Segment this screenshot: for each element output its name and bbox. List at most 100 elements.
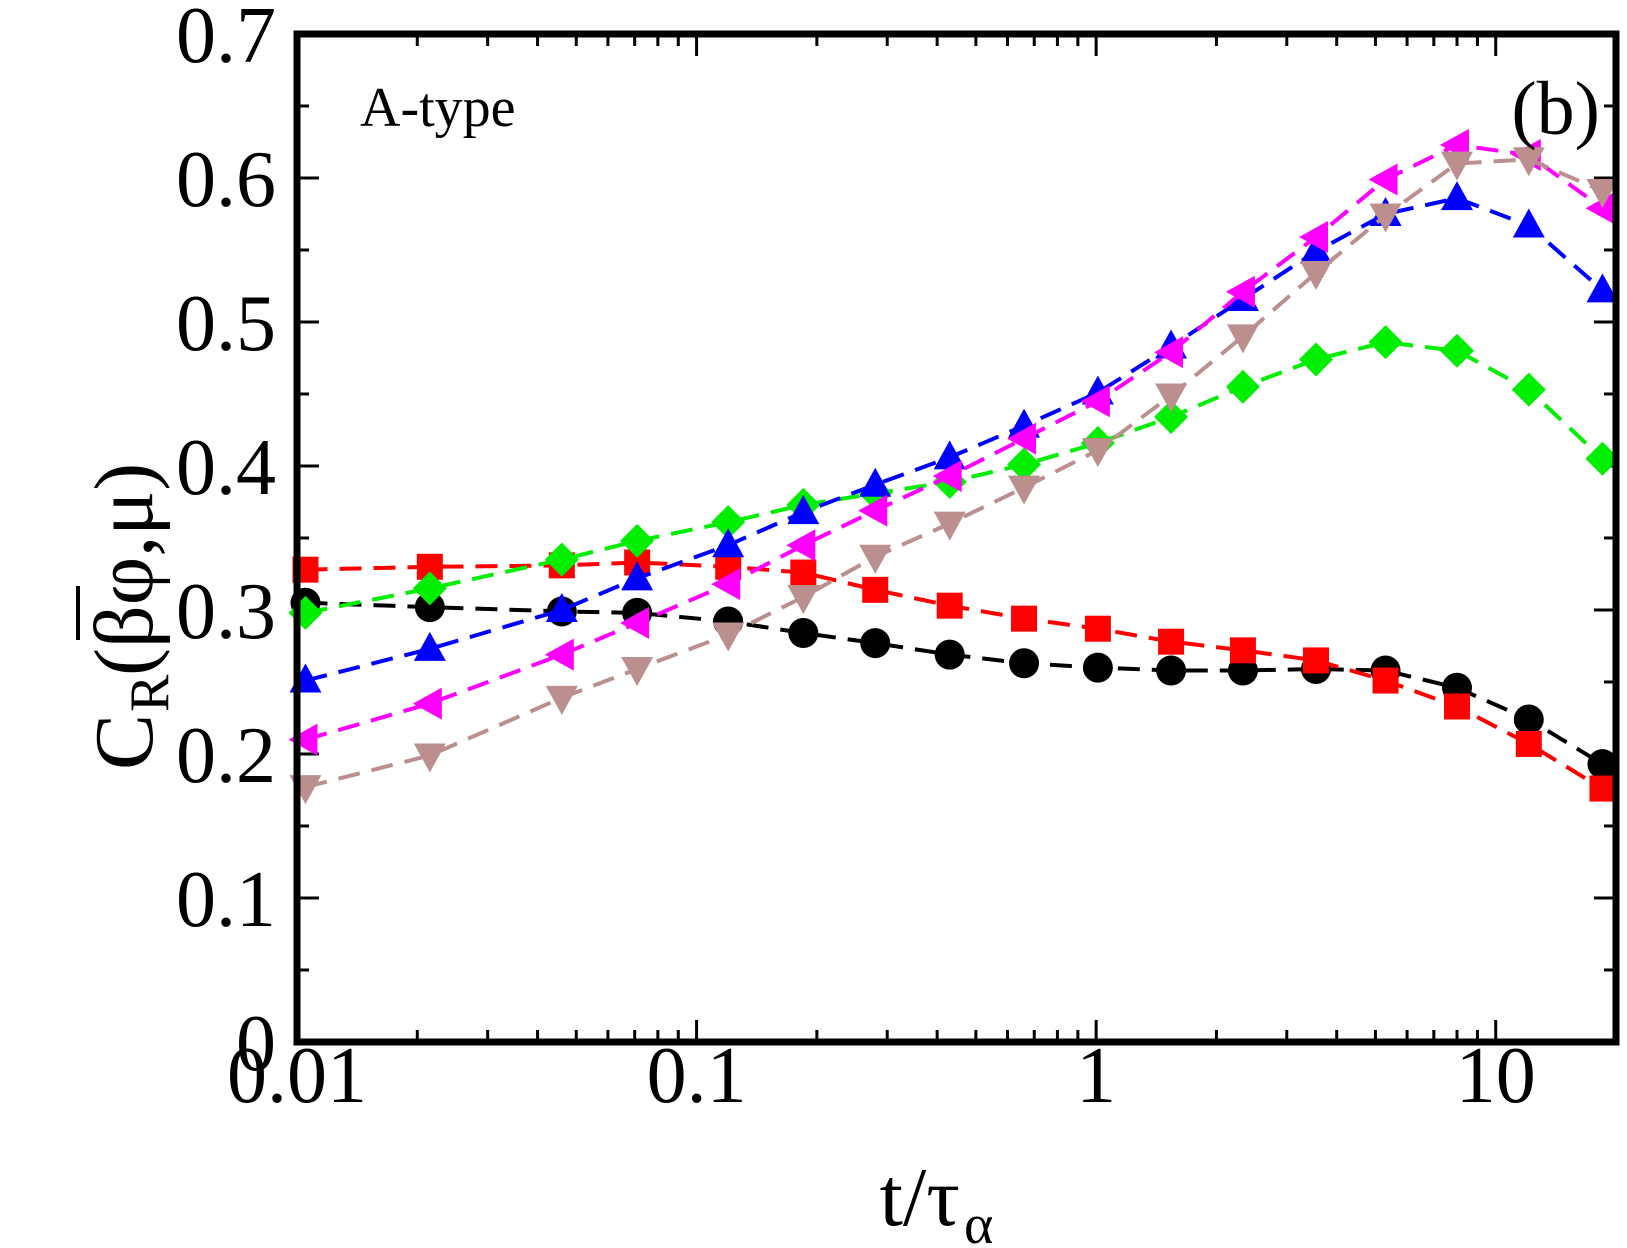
- series-square: [292, 549, 1616, 802]
- data-point-square: [862, 576, 889, 603]
- data-point-triangle-left: [1299, 221, 1329, 254]
- data-point-triangle-left: [1154, 336, 1184, 369]
- y-tick-label: 0.2: [176, 712, 276, 800]
- data-point-diamond: [1299, 342, 1334, 377]
- y-tick-label: 0.7: [176, 0, 276, 80]
- plot-frame: [293, 30, 1620, 1046]
- data-point-triangle-down: [545, 685, 578, 715]
- data-point-square: [1303, 647, 1330, 674]
- data-point-triangle-up: [1440, 181, 1473, 211]
- data-point-triangle-down: [1440, 151, 1473, 181]
- data-point-square: [1084, 615, 1111, 642]
- x-tick-label: 0.01: [227, 1032, 367, 1120]
- data-point-triangle-up: [859, 467, 892, 497]
- data-point-triangle-down: [621, 657, 654, 687]
- data-point-triangle-down: [1300, 261, 1333, 291]
- x-axis-label-sub: α: [964, 1194, 993, 1248]
- data-point-diamond: [1154, 400, 1189, 435]
- data-point-triangle-left: [711, 568, 741, 601]
- data-point-circle: [860, 628, 891, 659]
- data-point-triangle-up: [933, 440, 966, 470]
- data-point-circle: [934, 639, 965, 670]
- data-point-triangle-left: [932, 460, 962, 493]
- data-point-triangle-left: [544, 638, 574, 671]
- x-tick-label: 0.1: [647, 1032, 747, 1120]
- data-point-square: [1229, 637, 1256, 664]
- y-axis-label: C R (βφ,μ): [76, 463, 181, 770]
- data-point-triangle-down: [1586, 178, 1619, 208]
- data-point-triangle-down: [413, 743, 446, 773]
- data-point-diamond: [544, 542, 579, 577]
- data-point-triangle-down: [1155, 383, 1188, 413]
- data-point-triangle-up: [787, 495, 820, 525]
- data-point-triangle-up: [413, 631, 446, 661]
- data-point-triangle-down: [712, 622, 745, 652]
- data-point-diamond: [1225, 369, 1260, 404]
- y-tick-label: 0.1: [176, 856, 276, 944]
- data-point-triangle-left: [412, 687, 442, 720]
- data-point-triangle-left: [620, 606, 650, 639]
- data-point-triangle-down: [787, 585, 820, 615]
- annotation-label: A-type: [360, 77, 516, 139]
- y-axis-label-sub: R: [119, 674, 181, 712]
- data-point-diamond: [412, 571, 447, 606]
- y-axis-label-args: (βφ,μ): [78, 463, 171, 676]
- data-point-triangle-up: [712, 528, 745, 558]
- data-point-diamond: [1511, 372, 1546, 407]
- series-triangle-left: [288, 128, 1615, 756]
- data-point-triangle-left: [858, 494, 888, 527]
- panel-label: (b): [1511, 67, 1600, 151]
- data-point-square: [1589, 775, 1616, 802]
- y-tick-label: 0.4: [176, 424, 276, 512]
- data-point-diamond: [1007, 447, 1042, 482]
- y-tick-label: 0: [236, 1000, 276, 1088]
- data-point-triangle-down: [1008, 475, 1041, 505]
- data-point-circle: [414, 592, 445, 623]
- data-point-diamond: [711, 505, 746, 540]
- axis-ticks: [295, 32, 1618, 1044]
- data-point-square: [1158, 628, 1185, 655]
- data-point-triangle-down: [859, 544, 892, 574]
- data-point-triangle-left: [1585, 192, 1615, 225]
- data-point-square: [1515, 730, 1542, 757]
- data-point-triangle-up: [545, 593, 578, 622]
- y-axis-label-main: C: [78, 714, 171, 770]
- y-tick-label: 0.6: [176, 136, 276, 224]
- data-point-triangle-up: [1300, 234, 1333, 264]
- data-point-diamond: [1368, 325, 1403, 360]
- data-point-triangle-left: [1368, 163, 1398, 196]
- data-point-triangle-up: [1586, 273, 1619, 303]
- series-layer: [288, 128, 1620, 805]
- data-point-triangle-down: [1081, 438, 1114, 468]
- data-point-square: [1372, 667, 1399, 694]
- data-point-triangle-down: [1226, 324, 1259, 354]
- data-point-triangle-left: [1225, 275, 1255, 308]
- y-tick-label: 0.3: [176, 568, 276, 656]
- x-axis-label: t/τ α: [880, 1151, 994, 1248]
- data-point-square: [790, 559, 817, 586]
- y-tick-label: 0.5: [176, 280, 276, 368]
- data-point-triangle-up: [1512, 208, 1545, 238]
- x-axis-label-main: t/τ: [880, 1151, 960, 1244]
- x-tick-label: 1: [1076, 1032, 1116, 1120]
- data-point-triangle-down: [1512, 147, 1545, 177]
- data-point-circle: [788, 618, 819, 649]
- series-line: [305, 600, 1604, 766]
- tick-labels: 0.01 0.1 1 10 0 0.1 0.2 0.3 0.4 0.5 0.6 0.7: [176, 0, 1536, 1120]
- data-point-triangle-down: [933, 511, 966, 541]
- data-point-triangle-left: [1007, 422, 1037, 455]
- data-point-triangle-left: [1080, 385, 1110, 418]
- data-point-diamond: [620, 523, 655, 558]
- data-point-circle: [1009, 648, 1040, 679]
- data-point-triangle-down: [1369, 203, 1402, 233]
- x-tick-label: 10: [1456, 1032, 1536, 1120]
- data-point-circle: [1587, 749, 1618, 780]
- data-point-square: [936, 592, 963, 619]
- data-point-circle: [1156, 655, 1187, 686]
- data-point-square: [1443, 693, 1470, 720]
- series-line: [304, 142, 1604, 742]
- series-line: [305, 157, 1604, 790]
- data-point-circle: [1513, 704, 1544, 735]
- data-point-diamond: [1585, 441, 1620, 476]
